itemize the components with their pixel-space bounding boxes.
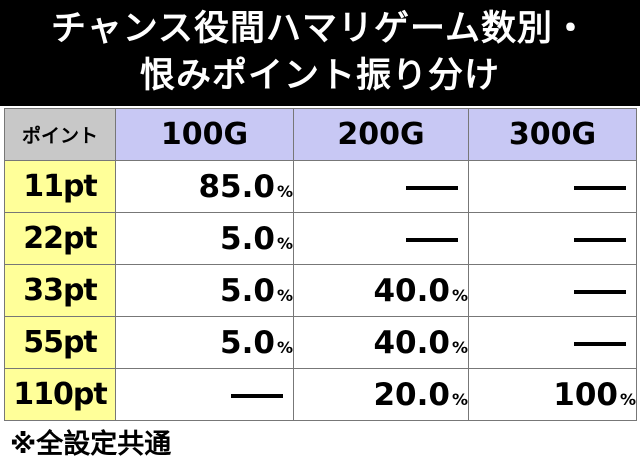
table-header-row: ポイント 100G 200G 300G [4, 108, 637, 161]
dash-mark [406, 185, 458, 190]
page-title-line-1: チャンス役間ハマリゲーム数別・ [51, 9, 589, 49]
table-row: 33pt 5.0% 40.0% [4, 264, 637, 317]
distribution-table: ポイント 100G 200G 300G 11pt 85.0% 22pt 5.0% 33p… [4, 108, 637, 421]
column-header: 300G [468, 108, 637, 161]
row-header: 110pt [4, 368, 116, 421]
table-row: 22pt 5.0% [4, 212, 637, 265]
cell-value: 20.0 [373, 376, 450, 413]
percent-sign: % [276, 285, 293, 305]
cell-value: 5.0 [220, 272, 275, 309]
percent-sign: % [451, 337, 468, 357]
table-cell [468, 264, 637, 317]
row-header: 55pt [4, 316, 116, 369]
percent-sign: % [276, 337, 293, 357]
table-cell [468, 160, 637, 213]
table-row: 110pt 20.0% 100% [4, 368, 637, 421]
table-cell [468, 316, 637, 369]
row-header: 33pt [4, 264, 116, 317]
table-cell [115, 368, 294, 421]
table-body: 11pt 85.0% 22pt 5.0% 33pt 5.0% 40.0% 55pt 5.0% 40… [4, 160, 637, 421]
table-cell [293, 212, 469, 265]
row-header: 22pt [4, 212, 116, 265]
cell-value: 5.0 [220, 220, 275, 257]
table-cell: 5.0% [115, 212, 294, 265]
table-cell: 100% [468, 368, 637, 421]
table-cell: 85.0% [115, 160, 294, 213]
table-cell [293, 160, 469, 213]
title-banner: チャンス役間ハマリゲーム数別・ 恨みポイント振り分け [0, 0, 640, 106]
cell-value: 85.0 [198, 168, 275, 205]
table-cell: 5.0% [115, 264, 294, 317]
table-cell: 40.0% [293, 264, 469, 317]
dash-mark [574, 341, 626, 346]
table-cell: 5.0% [115, 316, 294, 369]
percent-sign: % [276, 233, 293, 253]
percent-sign: % [451, 389, 468, 409]
row-header: 11pt [4, 160, 116, 213]
column-header: 200G [293, 108, 469, 161]
cell-value: 100 [553, 376, 618, 413]
table-cell: 40.0% [293, 316, 469, 369]
dash-mark [574, 185, 626, 190]
corner-header: ポイント [4, 108, 116, 161]
footnote: ※全設定共通 [10, 429, 172, 460]
dash-mark [231, 393, 283, 398]
table-row: 55pt 5.0% 40.0% [4, 316, 637, 369]
percent-sign: % [276, 181, 293, 201]
percent-sign: % [451, 285, 468, 305]
percent-sign: % [619, 389, 636, 409]
table-cell [468, 212, 637, 265]
cell-value: 40.0 [373, 272, 450, 309]
dash-mark [574, 289, 626, 294]
page-title-line-2: 恨みポイント振り分け [139, 56, 500, 96]
table-row: 11pt 85.0% [4, 160, 637, 213]
column-header: 100G [115, 108, 294, 161]
dash-mark [406, 237, 458, 242]
dash-mark [574, 237, 626, 242]
cell-value: 5.0 [220, 324, 275, 361]
table-cell: 20.0% [293, 368, 469, 421]
cell-value: 40.0 [373, 324, 450, 361]
